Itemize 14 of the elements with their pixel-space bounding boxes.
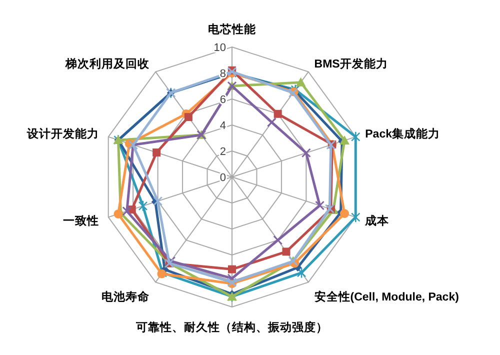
spoke-label: Pack集成能力	[365, 126, 440, 141]
spoke-label: 安全性(Cell, Module, Pack)	[314, 289, 460, 304]
y-tick-label: 4	[220, 120, 226, 132]
spoke-label: 一致性	[62, 214, 99, 228]
spoke-label: 梯次利用及回收	[64, 56, 151, 71]
spoke-label: 电池寿命	[102, 289, 151, 304]
spoke-label: 可靠性、耐久性（结构、振动强度）	[135, 320, 328, 334]
spoke-label: 成本	[364, 213, 390, 228]
spoke-label: 设计开发能力	[26, 126, 99, 141]
y-tick-label: 2	[220, 146, 226, 158]
spoke-label: BMS开发能力	[314, 56, 388, 71]
spoke-label: 电芯性能	[208, 22, 256, 36]
y-tick-label: 10	[214, 42, 226, 54]
y-tick-label: 0	[220, 172, 226, 184]
